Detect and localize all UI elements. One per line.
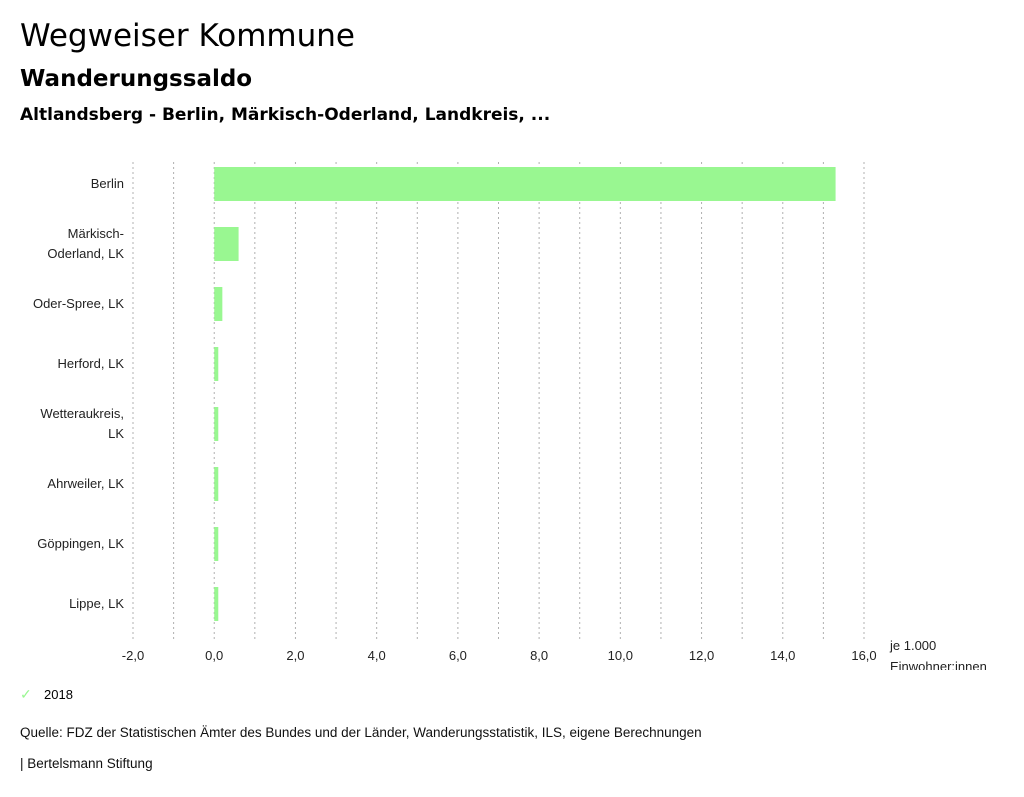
category-label: LK	[108, 426, 124, 441]
bar	[214, 167, 836, 201]
chart-subtitle: Wanderungssaldo	[20, 66, 253, 92]
x-tick-label: 4,0	[368, 648, 386, 663]
x-tick-label: 12,0	[689, 648, 714, 663]
source-note: Quelle: FDZ der Statistischen Ämter des …	[20, 725, 702, 740]
x-tick-label: 2,0	[286, 648, 304, 663]
category-label: Oder-Spree, LK	[33, 296, 124, 311]
bar	[214, 587, 219, 621]
x-tick-label: 0,0	[205, 648, 223, 663]
bar-chart: -2,0 0,0 2,0 4,0 6,0 8,0 10,0 12,0 14,0 16,0 je 1.…	[33, 162, 987, 670]
category-label: Oderland, LK	[47, 246, 124, 261]
x-tick-label: 10,0	[608, 648, 633, 663]
bar	[214, 227, 239, 261]
x-axis-label: Einwohner:innen	[890, 659, 987, 670]
category-label: Märkisch-	[68, 226, 124, 241]
bar	[214, 347, 219, 381]
category-label: Ahrweiler, LK	[47, 476, 124, 491]
bar	[214, 527, 219, 561]
page-title: Wegweiser Kommune	[20, 18, 355, 54]
category-label: Lippe, LK	[69, 596, 124, 611]
category-label: Herford, LK	[58, 356, 125, 371]
x-tick-label: -2,0	[122, 648, 144, 663]
x-axis-label: je 1.000	[889, 638, 936, 653]
x-tick-label: 14,0	[770, 648, 795, 663]
category-label: Berlin	[91, 176, 124, 191]
legend-label: 2018	[44, 687, 73, 702]
category-label: Göppingen, LK	[37, 536, 124, 551]
chart-context: Altlandsberg - Berlin, Märkisch-Oderland…	[20, 105, 551, 125]
bar	[214, 287, 223, 321]
bar	[214, 407, 219, 441]
check-icon: ✓	[20, 686, 32, 702]
x-tick-label: 16,0	[851, 648, 876, 663]
bar	[214, 467, 219, 501]
x-tick-label: 8,0	[530, 648, 548, 663]
brand-note: | Bertelsmann Stiftung	[20, 756, 153, 771]
legend[interactable]: ✓ 2018	[20, 686, 73, 703]
category-label: Wetteraukreis,	[40, 406, 124, 421]
x-tick-label: 6,0	[449, 648, 467, 663]
